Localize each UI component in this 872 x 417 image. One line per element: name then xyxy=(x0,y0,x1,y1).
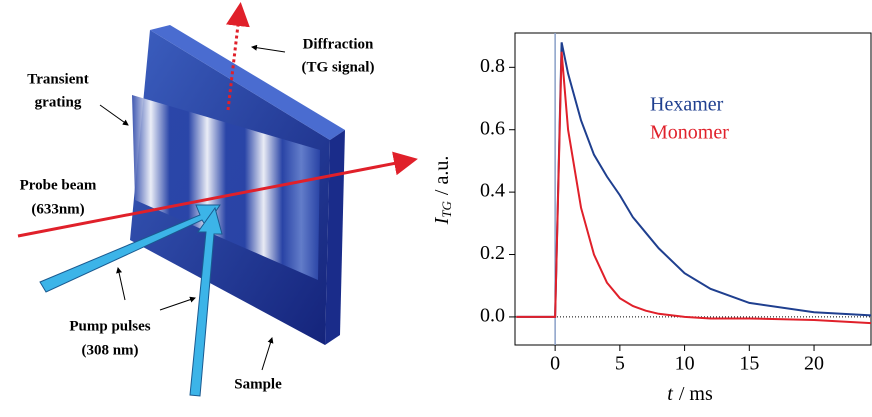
y-label-subscript: TG xyxy=(439,200,454,217)
label: grating xyxy=(35,94,82,110)
legend-label: Hexamer xyxy=(650,94,724,116)
diffraction-beam xyxy=(225,2,250,111)
y-label-symbol: I xyxy=(431,216,453,225)
x-tick-label: 0 xyxy=(550,353,560,375)
y-tick-label: 0.8 xyxy=(480,55,505,77)
pointer xyxy=(159,296,196,311)
y-tick-label: 0.4 xyxy=(480,180,505,202)
x-tick-label: 15 xyxy=(739,353,759,375)
label: (633nm) xyxy=(31,201,84,217)
y-tick-label: 0.6 xyxy=(480,117,505,139)
y-tick-label: 0.2 xyxy=(480,242,505,264)
chart: 0.0 0.2 0.4 0.6 0.8 0 5 10 15 20 Hexamer Monomer t / … xyxy=(431,32,872,405)
x-tick-label: 20 xyxy=(804,353,824,375)
pointer xyxy=(251,44,286,53)
x-label-symbol: t xyxy=(667,383,673,405)
y-tick-label: 0.0 xyxy=(480,305,505,327)
label: (308 nm) xyxy=(81,342,138,358)
y-label-unit: / a.u. xyxy=(431,156,453,195)
grating xyxy=(132,95,320,280)
x-label-unit: / ms xyxy=(679,383,713,405)
legend-label: Monomer xyxy=(650,122,729,144)
slab-top xyxy=(150,25,345,140)
x-tick-label: 10 xyxy=(675,353,695,375)
x-tick-label: 5 xyxy=(615,353,625,375)
data-line xyxy=(516,42,872,318)
label: Pump pulses xyxy=(69,318,150,334)
diagram: Diffraction (TG signal) Transient gratin… xyxy=(17,2,418,397)
label: Sample xyxy=(234,376,282,392)
pointer xyxy=(116,267,126,301)
x-axis-label: t / ms xyxy=(667,383,713,405)
data-line xyxy=(516,51,872,325)
pointer xyxy=(99,104,129,126)
slab-side xyxy=(325,130,345,345)
label: (TG signal) xyxy=(302,59,375,75)
pointer xyxy=(261,337,274,371)
label: Transient xyxy=(27,71,88,87)
probe-beam xyxy=(17,151,418,238)
label: Diffraction xyxy=(303,36,374,52)
pump-arrow xyxy=(189,206,223,397)
label: Probe beam xyxy=(20,177,97,193)
plot-frame xyxy=(514,32,872,346)
y-axis-label: ITG / a.u. xyxy=(431,156,454,226)
